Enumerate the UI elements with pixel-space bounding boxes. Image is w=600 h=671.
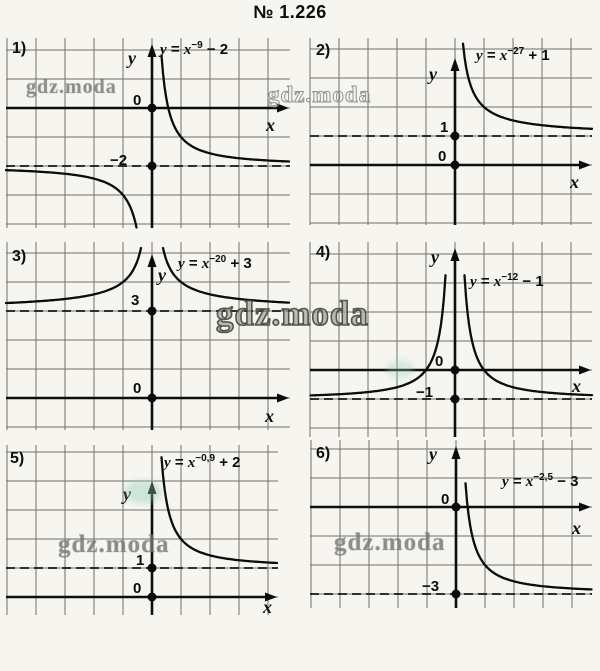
- function-curve: [461, 42, 594, 130]
- panel-3-canvas: y x 3 0: [4, 242, 291, 430]
- panel-4-formula: y = x−12 − 1: [470, 272, 544, 290]
- marked-point: [450, 394, 460, 404]
- panel-5-formula: y = x−0,9 + 2: [164, 453, 241, 471]
- graph-panel-4: y x 0 −1 y = x−12 − 1 4): [309, 242, 594, 437]
- y-axis-label: y: [156, 265, 167, 285]
- panel-1-formula: y = x−9 − 2: [160, 40, 229, 58]
- asymptote-label: 1: [440, 119, 448, 136]
- asymptote-label: 3: [131, 292, 139, 309]
- x-axis-label: x: [569, 172, 579, 192]
- origin-label: 0: [441, 491, 449, 508]
- panel-3-number: 3): [12, 248, 27, 265]
- graph-panel-5: y x 1 0 y = x−0,9 + 2 5): [6, 445, 279, 617]
- function-curve: [4, 246, 143, 305]
- scan-smudge: [124, 480, 162, 504]
- panel-5-number: 5): [10, 450, 25, 467]
- marked-point: [450, 365, 460, 375]
- origin-label: 0: [133, 92, 141, 109]
- x-axis-arrow: [579, 502, 591, 512]
- origin-label: 0: [133, 580, 141, 597]
- graph-panel-1: y x 0 −2 y = x−9 − 2 1): [4, 38, 291, 229]
- panel-2-number: 2): [316, 42, 331, 59]
- x-axis-arrow: [579, 160, 591, 170]
- x-axis-arrow: [579, 365, 591, 375]
- x-axis-label: x: [571, 376, 581, 396]
- y-axis-arrow: [450, 248, 460, 261]
- marked-point: [147, 563, 157, 573]
- y-axis-arrow: [451, 446, 461, 459]
- marked-point: [147, 592, 157, 602]
- asymptote-label: −3: [422, 578, 439, 595]
- asymptote-label: −2: [110, 152, 127, 169]
- origin-label: 0: [438, 148, 446, 165]
- y-axis-arrow: [147, 254, 157, 267]
- marked-point: [147, 103, 157, 113]
- graph-panel-6: y x 0 −3 y = x−2,5 − 3 6): [310, 440, 593, 608]
- panel-3-formula: y = x−20 + 3: [178, 254, 252, 272]
- panel-1-number: 1): [12, 40, 27, 57]
- function-curve: [464, 482, 593, 591]
- marked-point: [451, 502, 461, 512]
- panel-6-canvas: y x 0 −3: [310, 440, 593, 608]
- y-axis-arrow: [147, 481, 157, 494]
- x-axis-label: x: [264, 406, 274, 426]
- y-axis-label: y: [126, 48, 137, 68]
- function-curve: [160, 456, 279, 565]
- x-axis-arrow: [265, 592, 277, 602]
- panel-6-number: 6): [316, 445, 331, 462]
- graph-panel-2: y x 1 0 y = x−27 + 1 2): [309, 38, 594, 225]
- marked-point: [450, 131, 460, 141]
- marked-point: [147, 306, 157, 316]
- panel-6-formula: y = x−2,5 − 3: [502, 472, 579, 490]
- function-curve: [161, 246, 291, 304]
- marked-point: [450, 160, 460, 170]
- scan-smudge: [386, 360, 414, 378]
- marked-point: [147, 161, 157, 171]
- y-axis-label: y: [427, 64, 438, 84]
- graph-panel-3: y x 3 0 y = x−20 + 3 3): [4, 242, 291, 430]
- asymptote-label: 1: [136, 552, 144, 569]
- y-axis-arrow: [147, 44, 157, 57]
- y-axis-label: y: [121, 484, 132, 504]
- function-curve: [463, 274, 594, 397]
- marked-point: [451, 589, 461, 599]
- function-curve: [4, 169, 138, 229]
- panel-2-formula: y = x−27 + 1: [476, 46, 550, 64]
- y-axis-label: y: [427, 444, 438, 464]
- y-axis-arrow: [450, 58, 460, 71]
- function-curve: [309, 274, 447, 397]
- x-axis-arrow: [277, 103, 289, 113]
- panel-4-canvas: y x 0−1: [309, 242, 594, 437]
- panel-5-canvas: y x 1 0: [6, 445, 279, 617]
- function-curve: [160, 54, 291, 163]
- origin-label: 0: [133, 380, 141, 397]
- origin-label: 0: [435, 353, 443, 370]
- y-axis-label: y: [429, 247, 440, 267]
- panel-4-number: 4): [316, 244, 331, 261]
- page-title: № 1.226: [253, 2, 327, 22]
- x-axis-label: x: [262, 597, 272, 617]
- x-axis-arrow: [277, 393, 289, 403]
- x-axis-label: x: [265, 115, 275, 135]
- marked-point: [147, 393, 157, 403]
- panel-2-canvas: y x 1 0: [309, 38, 594, 225]
- asymptote-label: −1: [416, 384, 433, 401]
- panel-1-canvas: y x 0 −2: [4, 38, 291, 229]
- x-axis-label: x: [571, 518, 581, 538]
